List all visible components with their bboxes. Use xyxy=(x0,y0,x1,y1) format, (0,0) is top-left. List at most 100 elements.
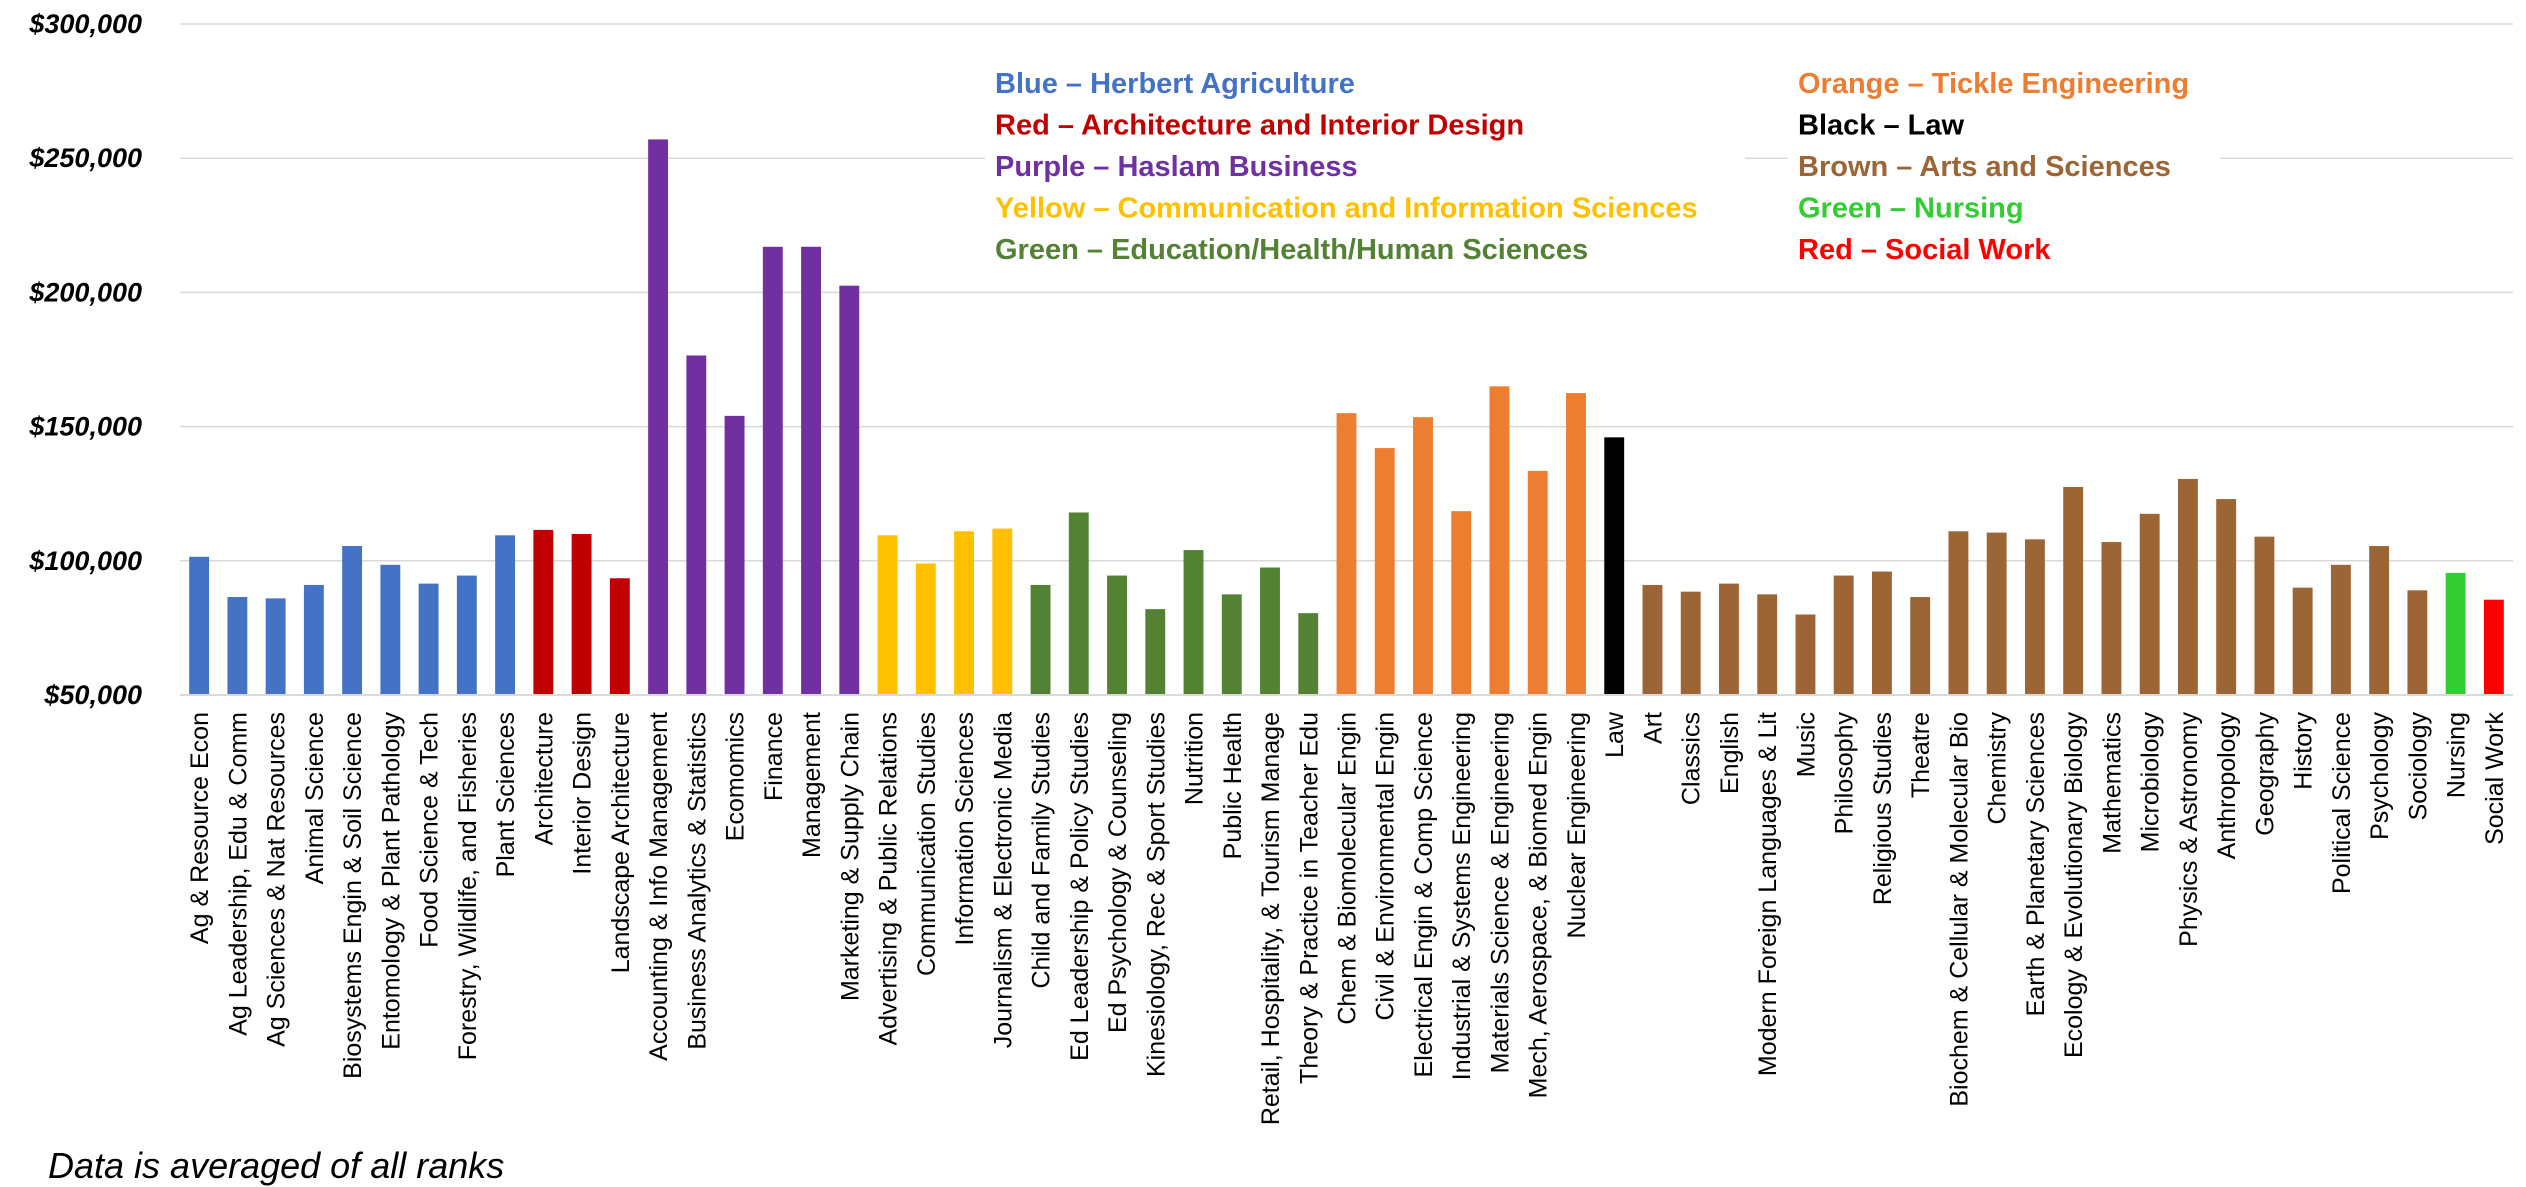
x-tick-label: Management xyxy=(798,712,826,858)
x-tick-label: Electrical Engin & Comp Science xyxy=(1410,712,1438,1077)
x-tick-label: Anthropology xyxy=(2213,712,2241,860)
x-tick-label: Social Work xyxy=(2481,712,2509,845)
x-tick-label: Food Science & Tech xyxy=(416,712,444,948)
y-tick-label: $250,000 xyxy=(28,143,142,173)
legend-entry: Yellow – Communication and Information S… xyxy=(995,193,1698,225)
bar xyxy=(1680,591,1701,695)
x-tick-label: Ecomomics xyxy=(722,712,750,841)
bar xyxy=(1298,613,1319,695)
x-tick-label: Advertising & Public Relations xyxy=(875,712,903,1046)
bar xyxy=(456,575,477,695)
bar xyxy=(1795,614,1816,695)
bar xyxy=(2292,587,2313,695)
x-tick-label: Geography xyxy=(2251,712,2279,836)
x-tick-label: Industrial & Systems Engineering xyxy=(1448,712,1476,1080)
x-tick-label: Kinesiology, Rec & Sport Studies xyxy=(1142,712,1170,1077)
x-tick-label: Law xyxy=(1601,711,1629,758)
x-tick-label: Information Sciences xyxy=(951,712,979,945)
y-tick-label: $150,000 xyxy=(28,412,142,442)
x-tick-label: Civil & Environmental Engin xyxy=(1372,712,1400,1020)
x-tick-label: Nutrition xyxy=(1181,712,1209,805)
bar xyxy=(724,415,745,695)
bar xyxy=(189,556,210,695)
legend-entry: Purple – Haslam Business xyxy=(995,151,1358,183)
x-tick-label: Ag Leadership, Edu & Comm xyxy=(224,712,252,1036)
x-tick-label: Chem & Biomolecular Engin xyxy=(1334,712,1362,1025)
x-tick-label: Classics xyxy=(1678,712,1706,805)
bar xyxy=(2139,513,2160,695)
bar xyxy=(495,535,516,695)
x-tick-label: History xyxy=(2290,712,2318,790)
bar xyxy=(686,355,707,695)
x-tick-label: Ed Leadership & Policy Studies xyxy=(1066,712,1094,1061)
bar xyxy=(303,584,324,695)
bar xyxy=(1986,532,2007,695)
x-tick-label: Modern Foreign Languages & Lit xyxy=(1754,712,1782,1076)
x-tick-label: Microbiology xyxy=(2137,712,2165,853)
x-tick-label: Physics & Astronomy xyxy=(2175,712,2203,947)
x-tick-label: Theory & Practice in Teacher Edu xyxy=(1295,712,1323,1084)
legend-entry: Red – Architecture and Interior Design xyxy=(995,110,1524,142)
legend-entry: Green – Nursing xyxy=(1798,193,2024,225)
x-tick-label: Theatre xyxy=(1907,712,1935,798)
x-tick-label: Animal Science xyxy=(301,712,329,884)
bar xyxy=(2369,546,2390,695)
y-tick-label: $200,000 xyxy=(28,277,142,307)
bar xyxy=(2330,564,2351,695)
legend-entry: Brown – Arts and Sciences xyxy=(1798,151,2171,183)
x-tick-label: Ag Sciences & Nat Resources xyxy=(263,712,291,1047)
x-tick-label: Ag & Resource Econ xyxy=(186,712,214,944)
legend-box-left xyxy=(985,48,1745,278)
bar xyxy=(1604,437,1625,695)
x-tick-label: Landscape Architecture xyxy=(607,712,635,973)
bar xyxy=(1719,583,1739,695)
x-tick-label: Interior Design xyxy=(569,712,597,875)
x-tick-label: Plant Sciences xyxy=(492,712,520,877)
bar xyxy=(2445,572,2466,695)
x-tick-label: Journalism & Electronic Media xyxy=(989,712,1017,1048)
x-tick-label: Nursing xyxy=(2443,712,2471,798)
x-tick-label: Religious Studies xyxy=(1869,712,1897,905)
bar xyxy=(1183,550,1204,695)
bar xyxy=(1642,584,1663,695)
bar xyxy=(1260,567,1280,695)
x-tick-label: Forestry, Wildlife, and Fisheries xyxy=(454,712,482,1060)
bar xyxy=(265,598,286,695)
bar xyxy=(2063,486,2084,695)
bar xyxy=(1107,575,1127,695)
legend-entry: Black – Law xyxy=(1798,110,1964,142)
bar xyxy=(839,285,860,695)
bar xyxy=(2024,539,2045,695)
bar xyxy=(1030,584,1051,695)
x-tick-label: Mech, Aerospace, & Biomed Engin xyxy=(1525,712,1553,1098)
bar xyxy=(915,563,936,695)
legend-box-right xyxy=(1788,48,2220,278)
bar xyxy=(2407,590,2428,695)
x-tick-label: Communication Studies xyxy=(913,712,941,976)
bar xyxy=(1833,575,1854,695)
x-tick-label: Business Analytics & Statistics xyxy=(683,712,711,1050)
x-tick-label: Biochem & Cellular & Molecular Bio xyxy=(1945,712,1973,1107)
bar xyxy=(1336,413,1357,695)
bar xyxy=(762,246,783,695)
bar xyxy=(380,564,401,695)
x-tick-label: Ed Psychology & Counseling xyxy=(1104,712,1132,1033)
bar xyxy=(648,139,669,696)
bar xyxy=(2254,536,2275,695)
legend-entry: Orange – Tickle Engineering xyxy=(1798,68,2189,100)
legend-entry: Red – Social Work xyxy=(1798,234,2051,266)
x-tick-label: Accounting & Info Management xyxy=(645,712,673,1061)
x-tick-label: Philosophy xyxy=(1831,712,1859,835)
x-tick-label: Biosystems Engin & Soil Science xyxy=(339,712,367,1079)
bar xyxy=(1757,594,1778,695)
bar xyxy=(1145,609,1166,695)
y-tick-label: $100,000 xyxy=(28,546,142,576)
bar xyxy=(2101,542,2122,695)
bar xyxy=(954,531,974,695)
bar xyxy=(418,583,439,695)
x-tick-label: Psychology xyxy=(2366,712,2394,840)
bar xyxy=(571,533,592,695)
x-tick-label: Political Science xyxy=(2328,712,2356,894)
